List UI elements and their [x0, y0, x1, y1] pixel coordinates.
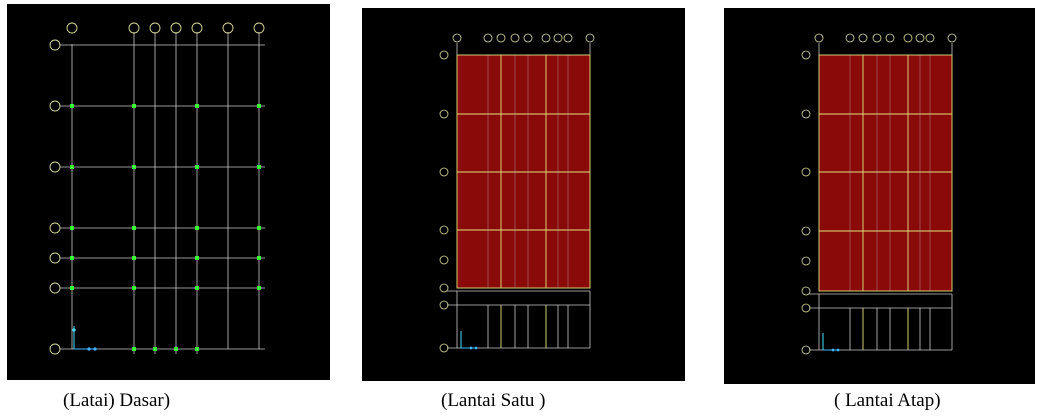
grid-bubbles-top [814, 33, 957, 43]
grid-lines-vertical [71, 32, 260, 354]
axis-triad [72, 326, 97, 351]
grid-bubbles-top [452, 33, 595, 43]
joint-markers [70, 104, 261, 351]
grid-lines-lower [809, 43, 953, 351]
slab-area [819, 55, 952, 291]
grid-bubbles-left [49, 39, 61, 355]
viewport-lantai-atap[interactable] [724, 8, 1035, 384]
caption-lantai-atap: ( Lantai Atap) [834, 390, 941, 411]
grid-bubbles-left [439, 50, 449, 353]
caption-dasar: (Latai) Dasar) [63, 390, 171, 411]
grid-bubbles-top [66, 22, 265, 34]
grid-bubbles-left [801, 50, 811, 355]
axis-triad [460, 331, 478, 350]
viewport-dasar[interactable] [7, 4, 330, 380]
viewport-lantai-satu[interactable] [362, 8, 685, 381]
grid-lines-horizontal [60, 44, 265, 350]
grid-plan-dasar [49, 22, 265, 355]
grid-plan-lantai-atap [801, 33, 957, 355]
slab-area [457, 55, 590, 288]
grid-lines-lower [447, 43, 591, 349]
caption-lantai-satu: (Lantai Satu ) [441, 390, 546, 411]
axis-triad [822, 333, 840, 352]
grid-plan-lantai-satu [439, 33, 595, 353]
